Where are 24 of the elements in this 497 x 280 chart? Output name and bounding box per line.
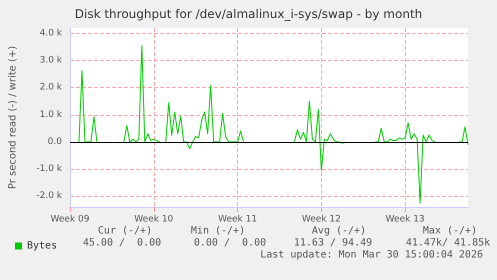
- text: 45.00 / 0.00: [82, 238, 162, 248]
- x-tick-label: Week 09: [50, 214, 90, 224]
- text: Max (-/+): [422, 226, 478, 236]
- y-tick-label: 2.0 k: [40, 82, 63, 93]
- text: Min (-/+): [190, 226, 246, 236]
- text: Avg (-/+): [312, 226, 366, 236]
- y-axis-title: Pr second read (-) / write (+): [8, 46, 18, 190]
- y-tick-label: 0.0: [48, 136, 62, 147]
- x-tick-label: Week 11: [218, 214, 258, 224]
- y-tick-label: 3.0 k: [40, 56, 63, 66]
- x-tick-label: Week 10: [134, 214, 174, 224]
- chart-title: Disk throughput for /dev/almalinux_i-sys/swap - by month: [74, 7, 422, 21]
- y-tick-label: 4.0 k: [40, 28, 63, 38]
- y-tick-label: -1.0 k: [36, 164, 63, 174]
- x-tick-label: Week 13: [386, 214, 425, 224]
- text: Cur (-/+): [98, 226, 152, 236]
- text: 11.63 / 94.49: [294, 238, 372, 248]
- text: Last update: Mon Mar 30 15:00:04 2026: [260, 250, 483, 260]
- x-tick-label: Week 12: [302, 214, 341, 224]
- y-tick-label: 1.0 k: [40, 110, 63, 120]
- legend-label: Bytes: [27, 240, 58, 252]
- y-tick-label: -2.0 k: [36, 191, 63, 202]
- text: 0.00 / 0.00: [194, 238, 266, 248]
- text: 41.47k/ 41.85k: [406, 238, 490, 248]
